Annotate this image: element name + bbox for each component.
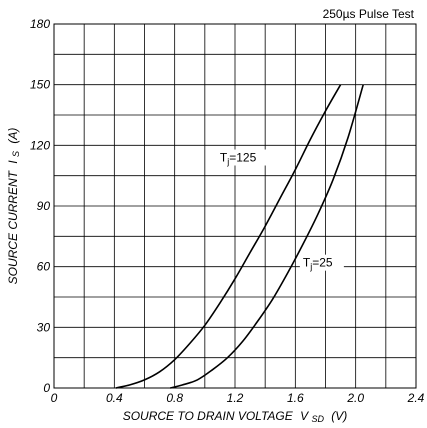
y-tick-labels: 0 30 60 90 120 150 180 [30,17,50,395]
y-tick-label: 0 [43,381,50,395]
plot-frame [53,23,417,389]
y-axis-title: SOURCE CURRENT I S (A) [6,128,22,285]
x-axis-title: SOURCE TO DRAIN VOLTAGE V SD (V) [123,409,348,425]
x-tick-label: 1.6 [287,391,304,405]
series-line-tj-25 [169,84,364,389]
x-axis-unit: (V) [331,409,347,423]
x-tick-label: 0 [51,391,58,405]
x-tick-label: 2.0 [346,391,364,405]
x-tick-label: 1.2 [227,391,244,405]
x-axis-symbol: V [300,409,309,423]
x-axis-symbol-sub: SD [311,414,324,424]
x-tick-labels: 0 0.4 0.8 1.2 1.6 2.0 2.4 [51,391,425,405]
y-tick-label: 60 [37,260,51,274]
x-tick-label: 0.8 [166,391,183,405]
curve-labels: Tj=125 Tj=25 [216,149,344,272]
grid [54,24,416,388]
y-tick-label: 90 [37,199,51,213]
curve-label-tj-125: Tj=125 [220,151,257,167]
y-axis-unit: (A) [6,128,20,144]
x-tick-label: 0.4 [106,391,123,405]
curves [115,84,364,389]
x-tick-label: 2.4 [407,391,425,405]
curve-label-background [299,254,344,271]
y-axis-symbol: I [6,160,20,164]
curve-label-background [216,149,267,166]
y-tick-label: 30 [37,320,51,334]
pulse-test-note: 250µs Pulse Test [323,7,415,21]
curve-label-tj-25: Tj=25 [303,256,333,272]
x-axis-title-text: SOURCE TO DRAIN VOLTAGE [123,409,294,423]
y-axis-title-text: SOURCE CURRENT [6,169,20,284]
y-tick-label: 120 [30,138,50,152]
y-tick-label: 150 [30,78,50,92]
series-line-tj-125 [115,84,342,389]
y-axis-symbol-sub: S [11,151,21,157]
y-tick-label: 180 [30,17,50,31]
